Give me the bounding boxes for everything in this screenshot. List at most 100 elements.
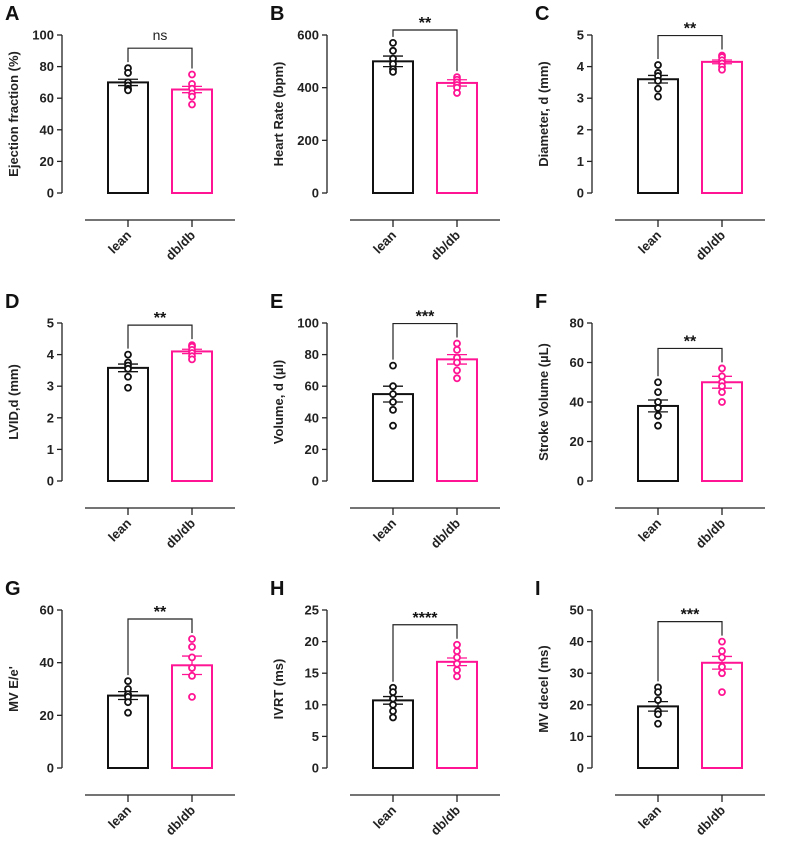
- y-tick-label: 50: [570, 603, 584, 618]
- data-point: [718, 388, 726, 397]
- y-tick-label: 2: [577, 122, 584, 137]
- data-point: [124, 708, 132, 717]
- significance-bracket: [127, 324, 193, 349]
- y-tick-label: 3: [47, 379, 54, 394]
- panel-i: I MV decel (ms) 0 10 20 30 40 50 lean db/db ***: [535, 578, 765, 838]
- data-point: [654, 388, 662, 397]
- data-point: [654, 92, 662, 101]
- panel-g: G MV E/e' 0 20 40 60 lean db/db **: [5, 578, 235, 838]
- data-point: [188, 693, 196, 701]
- bar-dbdb: [171, 664, 213, 769]
- data-point: [389, 361, 397, 370]
- data-point: [389, 390, 397, 398]
- y-tick-label: 60: [40, 91, 54, 106]
- panel-f: F Stroke Volume (µL) 0 20 40 60 80 lean db/db **: [535, 291, 765, 551]
- x-tick-label: lean: [105, 802, 134, 831]
- y-tick-label: 15: [305, 666, 319, 681]
- y-tick-label: 200: [297, 133, 319, 148]
- bar-dbdb: [436, 81, 478, 194]
- y-tick-label: 10: [570, 729, 584, 744]
- data-point: [124, 86, 132, 95]
- data-point: [389, 398, 397, 406]
- data-point: [718, 653, 726, 662]
- significance-bracket: [392, 29, 458, 72]
- y-tick-label: 40: [40, 122, 54, 137]
- y-tick-label: 4: [577, 59, 585, 74]
- data-point: [389, 39, 397, 47]
- significance-label: **: [154, 604, 167, 621]
- panel-a: A Ejection fraction (%) 0 20 40 60 80 100 lean db…: [5, 3, 235, 263]
- y-tick-label: 400: [297, 80, 319, 95]
- significance-bracket: [127, 618, 193, 676]
- significance-label: ***: [681, 607, 700, 624]
- data-point: [453, 358, 461, 367]
- y-axis-label: Diameter, d (mm): [536, 61, 551, 166]
- x-tick-label: db/db: [692, 227, 728, 263]
- y-axis-label: MV E/e': [6, 666, 21, 712]
- y-tick-label: 25: [305, 603, 319, 618]
- y-tick-label: 0: [577, 186, 584, 201]
- panel-letter: G: [5, 578, 21, 600]
- data-point: [654, 719, 662, 728]
- significance-label: **: [154, 310, 167, 327]
- data-point: [124, 364, 132, 373]
- panel-d: D LVID,d (mm) 0 1 2 3 4 5 lean db/db **: [5, 291, 235, 551]
- data-point: [188, 664, 196, 672]
- y-tick-label: 0: [47, 761, 54, 776]
- data-point: [718, 647, 726, 655]
- bar-dbdb: [171, 350, 213, 482]
- y-tick-label: 80: [305, 347, 319, 362]
- bar-dbdb: [701, 60, 743, 194]
- x-tick-label: lean: [370, 227, 399, 256]
- data-point: [654, 411, 662, 420]
- y-tick-label: 0: [47, 186, 54, 201]
- data-point: [718, 364, 726, 373]
- y-tick-label: 100: [32, 28, 54, 43]
- data-point: [124, 372, 132, 381]
- y-tick-label: 0: [577, 761, 584, 776]
- x-tick-label: lean: [370, 802, 399, 831]
- x-tick-label: lean: [370, 515, 399, 544]
- y-axis-label: Ejection fraction (%): [6, 51, 21, 177]
- panel-letter: C: [535, 3, 549, 25]
- data-point: [453, 647, 461, 655]
- data-point: [124, 698, 132, 707]
- significance-label: **: [419, 15, 432, 32]
- data-point: [453, 339, 461, 348]
- y-axis-label: IVRT (ms): [271, 659, 286, 720]
- significance-bracket: [392, 322, 458, 360]
- panel-letter: I: [535, 578, 541, 600]
- data-point: [453, 666, 461, 674]
- panel-letter: H: [270, 578, 284, 600]
- significance-bracket: [657, 621, 723, 682]
- y-axis-label: Volume, d (µl): [271, 360, 286, 445]
- y-tick-label: 40: [40, 655, 54, 670]
- x-tick-label: lean: [105, 515, 134, 544]
- y-axis-label: Stroke Volume (µL): [536, 343, 551, 461]
- x-tick-label: lean: [635, 227, 664, 256]
- data-point: [453, 640, 461, 649]
- data-point: [188, 642, 196, 651]
- panel-letter: F: [535, 291, 547, 313]
- y-tick-label: 60: [570, 355, 584, 370]
- data-point: [188, 100, 196, 109]
- panel-b: B Heart Rate (bpm) 0 200 400 600 lean db/db **: [270, 3, 500, 263]
- data-point: [389, 421, 397, 430]
- x-tick-label: db/db: [162, 515, 198, 551]
- y-tick-label: 5: [312, 729, 319, 744]
- data-point: [453, 366, 461, 375]
- x-tick-label: lean: [105, 227, 134, 256]
- data-point: [188, 635, 196, 643]
- data-point: [124, 383, 132, 392]
- data-point: [389, 713, 397, 722]
- y-tick-label: 5: [577, 28, 584, 43]
- data-point: [188, 92, 196, 101]
- data-point: [124, 350, 132, 359]
- significance-bracket: [657, 347, 723, 377]
- panel-letter: A: [5, 3, 19, 25]
- data-point: [654, 404, 662, 412]
- y-axis-label: Heart Rate (bpm): [271, 62, 286, 167]
- y-tick-label: 20: [40, 708, 54, 723]
- y-tick-label: 0: [312, 474, 319, 489]
